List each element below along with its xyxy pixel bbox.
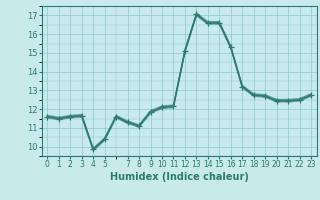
X-axis label: Humidex (Indice chaleur): Humidex (Indice chaleur)	[110, 172, 249, 182]
